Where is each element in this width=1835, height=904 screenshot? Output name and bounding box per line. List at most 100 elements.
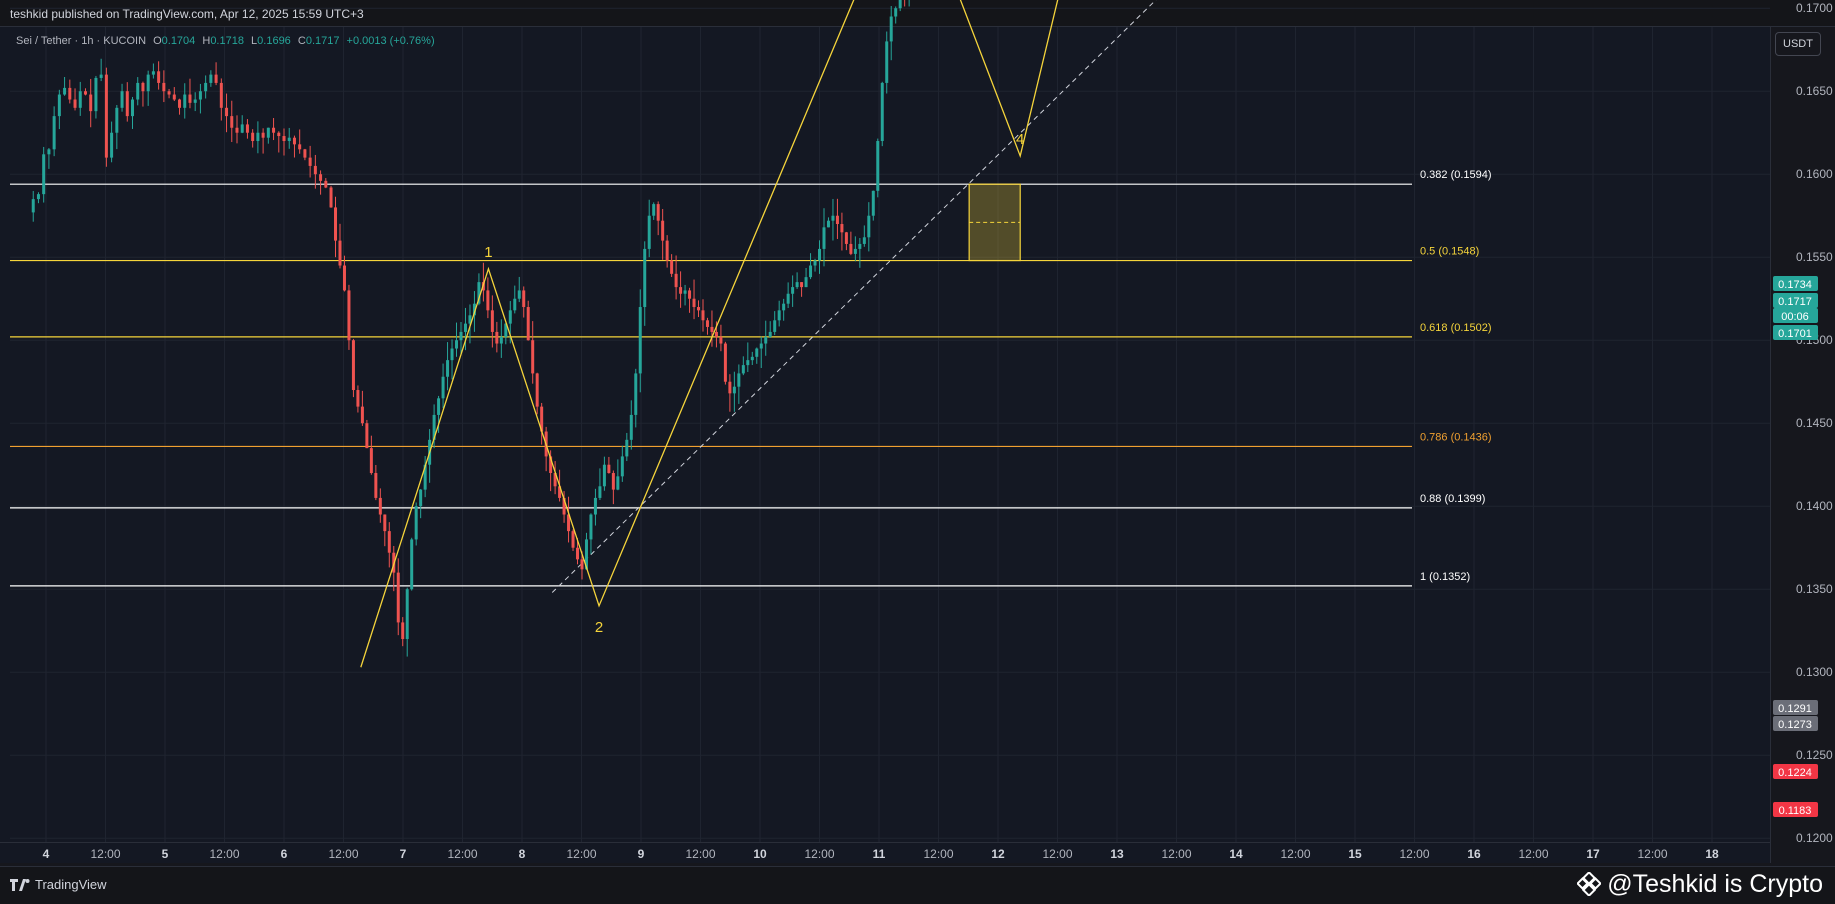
candle-body	[782, 303, 786, 311]
price-label: 0.1224	[1778, 767, 1812, 779]
candle-body	[414, 506, 418, 540]
time-tick-label: 12:00	[328, 847, 358, 861]
candle-body	[225, 107, 229, 117]
candle-body	[531, 340, 535, 374]
price-tick-label: 0.1650	[1796, 84, 1833, 98]
candle-body	[517, 290, 521, 299]
tradingview-brand[interactable]: TradingView	[10, 877, 107, 892]
time-tick-label: 12:00	[1042, 847, 1072, 861]
candle-body	[768, 331, 772, 337]
candle-body	[804, 277, 808, 288]
candle-body	[369, 448, 373, 474]
fib-label-0.5: 0.5 (0.1548)	[1420, 246, 1479, 258]
wave-label-1: 1	[484, 244, 492, 261]
candle-body	[867, 215, 871, 238]
candle-body	[593, 497, 597, 515]
candle-body	[701, 310, 705, 321]
candle-body	[513, 298, 517, 311]
candle-body	[303, 149, 307, 158]
time-axis-divider	[0, 842, 1770, 843]
chart-area[interactable]	[0, 27, 1770, 863]
candle-body	[835, 215, 839, 225]
candle-body	[157, 71, 161, 83]
candle-body	[31, 199, 35, 213]
candle-body	[885, 41, 889, 83]
candle-body	[880, 82, 884, 142]
price-label-bg	[1773, 802, 1818, 817]
open-label: O	[153, 35, 162, 47]
candle-body	[809, 265, 813, 278]
time-tick-label: 6	[281, 847, 288, 861]
candle-body	[638, 307, 642, 374]
candle-body	[562, 497, 566, 515]
candle-body	[146, 74, 150, 92]
candle-body	[347, 290, 351, 341]
candle-body	[710, 326, 714, 332]
candle-body	[36, 194, 40, 200]
low-value: 0.1696	[257, 35, 291, 47]
candle-body	[214, 74, 218, 83]
candle-body	[620, 456, 624, 477]
candle-body	[131, 99, 135, 117]
candle-body	[235, 127, 239, 133]
price-tick-label: 0.1600	[1796, 167, 1833, 181]
candle-body	[89, 94, 93, 112]
fib-label-0.88: 0.88 (0.1399)	[1420, 493, 1485, 505]
candle-body	[334, 207, 338, 241]
candle-body	[172, 94, 176, 100]
candle-body	[47, 149, 51, 155]
candle-body	[68, 87, 72, 100]
candle-body	[256, 132, 260, 142]
candle-body	[450, 348, 454, 361]
candle-body	[665, 240, 669, 261]
candle-body	[401, 622, 405, 640]
candle-body	[141, 82, 145, 92]
candle-body	[209, 74, 213, 83]
candle-body	[741, 365, 745, 374]
candle-body	[198, 91, 202, 100]
tradingview-logo-icon	[10, 878, 30, 891]
candle-body	[728, 381, 732, 394]
candle-body	[136, 82, 140, 100]
time-tick-label: 12:00	[566, 847, 596, 861]
candle-body	[894, 8, 898, 17]
candle-body	[261, 132, 265, 138]
candle-body	[266, 127, 270, 138]
time-tick-label: 12:00	[1518, 847, 1548, 861]
candle-body	[472, 303, 476, 316]
candle-body	[204, 82, 208, 92]
candle-body	[477, 282, 481, 304]
currency-button[interactable]: USDT	[1775, 32, 1821, 56]
candle-body	[580, 559, 584, 570]
candle-body	[188, 94, 192, 103]
fib-label-1: 1 (0.1352)	[1420, 571, 1470, 583]
candle-body	[858, 243, 862, 249]
elliott-wave: 12345	[360, 0, 1059, 668]
price-label-bg	[1773, 276, 1818, 291]
price-axis: 0.19500.19000.18500.18000.17500.17000.16…	[1796, 1, 1833, 845]
candle-body	[679, 287, 683, 294]
time-tick-label: 12	[991, 847, 1005, 861]
candle-body	[584, 539, 588, 570]
time-tick-label: 12:00	[685, 847, 715, 861]
candle-body	[656, 204, 660, 221]
candle-body	[219, 82, 223, 108]
time-tick-label: 4	[43, 847, 50, 861]
fib-label-0.618: 0.618 (0.1502)	[1420, 322, 1492, 334]
candle-body	[240, 124, 244, 133]
candle-body	[423, 464, 427, 490]
candle-body	[298, 144, 302, 150]
candle-body	[818, 248, 822, 261]
candle-body	[898, 0, 902, 9]
candle-body	[849, 243, 853, 254]
candle-body	[313, 165, 317, 175]
candle-body	[616, 476, 620, 490]
candle-body	[499, 336, 503, 344]
candle-body	[844, 232, 848, 244]
candle-body	[338, 240, 342, 266]
candle-body	[647, 215, 651, 249]
symbol-name[interactable]: Sei / Tether · 1h · KUCOIN	[16, 35, 147, 47]
candle-body	[652, 204, 656, 216]
candle-body	[862, 237, 866, 244]
